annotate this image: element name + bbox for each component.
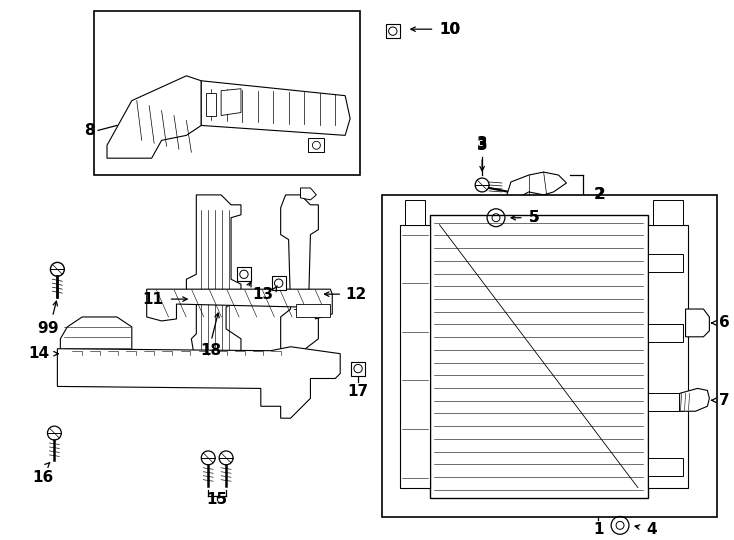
Polygon shape: [147, 289, 333, 321]
Text: 14: 14: [29, 346, 49, 361]
Polygon shape: [429, 215, 648, 497]
Polygon shape: [507, 172, 567, 200]
Text: 10: 10: [440, 22, 460, 37]
Polygon shape: [206, 93, 216, 116]
Text: 16: 16: [32, 470, 53, 485]
Text: 10: 10: [440, 22, 460, 37]
Polygon shape: [57, 347, 340, 418]
Polygon shape: [653, 200, 683, 225]
Polygon shape: [201, 81, 350, 136]
Polygon shape: [648, 393, 683, 411]
Text: 2: 2: [595, 187, 605, 202]
Text: 4: 4: [646, 522, 656, 537]
Polygon shape: [404, 200, 424, 225]
Text: 8: 8: [84, 123, 95, 138]
Text: 18: 18: [200, 343, 222, 358]
Bar: [272, 276, 286, 290]
Polygon shape: [221, 89, 241, 116]
Text: 1: 1: [593, 522, 603, 537]
Text: 2: 2: [593, 187, 604, 202]
Polygon shape: [400, 225, 429, 488]
Text: 7: 7: [719, 393, 730, 408]
Text: 12: 12: [345, 287, 366, 302]
Polygon shape: [107, 76, 201, 158]
Polygon shape: [60, 317, 132, 387]
Bar: [386, 24, 400, 38]
Polygon shape: [382, 195, 717, 517]
Polygon shape: [680, 388, 709, 411]
Polygon shape: [186, 195, 241, 376]
Polygon shape: [648, 324, 683, 342]
Text: 5: 5: [528, 210, 539, 225]
Polygon shape: [296, 304, 330, 317]
Text: 17: 17: [347, 384, 368, 399]
Bar: [308, 138, 324, 152]
Bar: [351, 362, 365, 375]
Polygon shape: [280, 195, 319, 370]
Polygon shape: [648, 225, 688, 488]
Text: 15: 15: [206, 492, 228, 507]
Text: 11: 11: [142, 292, 164, 307]
Polygon shape: [686, 309, 709, 337]
Bar: [237, 267, 251, 281]
Text: 9: 9: [47, 321, 58, 336]
Polygon shape: [94, 11, 360, 175]
Polygon shape: [648, 458, 683, 476]
Polygon shape: [193, 354, 219, 383]
Polygon shape: [648, 254, 683, 272]
Text: 3: 3: [477, 138, 487, 153]
Text: 9: 9: [37, 321, 48, 336]
Text: 13: 13: [252, 287, 273, 302]
Text: 6: 6: [719, 315, 730, 330]
Text: 3: 3: [477, 136, 487, 151]
Polygon shape: [300, 188, 316, 200]
Text: 5: 5: [528, 210, 539, 225]
